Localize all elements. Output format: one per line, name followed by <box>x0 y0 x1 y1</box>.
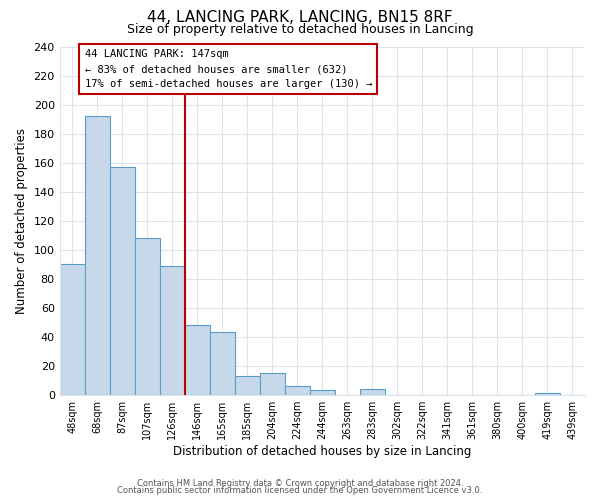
Text: Size of property relative to detached houses in Lancing: Size of property relative to detached ho… <box>127 22 473 36</box>
Bar <box>210 332 235 394</box>
Bar <box>110 167 135 394</box>
Bar <box>135 238 160 394</box>
Bar <box>235 376 260 394</box>
Text: Contains public sector information licensed under the Open Government Licence v3: Contains public sector information licen… <box>118 486 482 495</box>
Y-axis label: Number of detached properties: Number of detached properties <box>15 128 28 314</box>
Bar <box>160 266 185 394</box>
Bar <box>85 116 110 394</box>
Bar <box>260 373 285 394</box>
Bar <box>360 389 385 394</box>
Bar <box>185 325 210 394</box>
X-axis label: Distribution of detached houses by size in Lancing: Distribution of detached houses by size … <box>173 444 472 458</box>
Bar <box>310 390 335 394</box>
Text: 44, LANCING PARK, LANCING, BN15 8RF: 44, LANCING PARK, LANCING, BN15 8RF <box>147 10 453 25</box>
Text: 44 LANCING PARK: 147sqm
← 83% of detached houses are smaller (632)
17% of semi-d: 44 LANCING PARK: 147sqm ← 83% of detache… <box>85 50 372 89</box>
Text: Contains HM Land Registry data © Crown copyright and database right 2024.: Contains HM Land Registry data © Crown c… <box>137 478 463 488</box>
Bar <box>59 264 85 394</box>
Bar <box>285 386 310 394</box>
